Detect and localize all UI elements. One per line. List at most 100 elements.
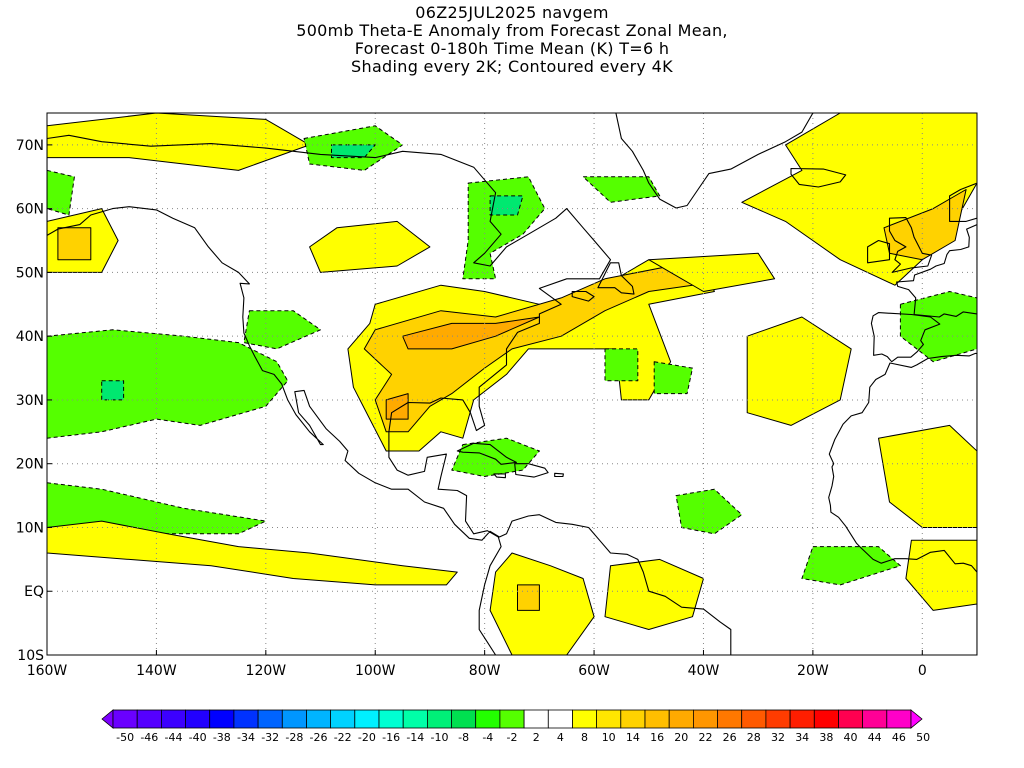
coastline-6 bbox=[896, 224, 977, 318]
lat-label: 40N bbox=[16, 329, 44, 345]
lat-label: 10N bbox=[16, 520, 44, 536]
anomaly-region-positive-20 bbox=[489, 552, 595, 655]
colorbar-swatch bbox=[620, 709, 646, 729]
colorbar-swatch bbox=[475, 709, 501, 729]
anomaly-region-negative-23 bbox=[675, 488, 743, 535]
colorbar-label: -14 bbox=[406, 731, 424, 744]
colorbar-label: -20 bbox=[358, 731, 376, 744]
coastline-8 bbox=[828, 352, 977, 655]
anomaly-region-positive-26 bbox=[746, 316, 852, 426]
title-line-3: Forecast 0-180h Time Mean (K) T=6 h bbox=[354, 39, 670, 58]
anomaly-region-positive-2 bbox=[57, 227, 92, 261]
colorbar-label: -8 bbox=[458, 731, 469, 744]
colorbar-swatch bbox=[886, 709, 912, 729]
anomaly-region-positive-10 bbox=[363, 265, 693, 433]
colorbar-swatch bbox=[378, 709, 404, 729]
colorbar-swatch bbox=[910, 709, 923, 729]
anomaly-region-positive-8 bbox=[309, 220, 431, 273]
anomaly-region-positive-31 bbox=[878, 424, 977, 528]
colorbar-swatch bbox=[101, 709, 114, 729]
colorbar-label: 28 bbox=[747, 731, 761, 744]
coastline-0 bbox=[47, 134, 732, 655]
colorbar-swatch bbox=[136, 709, 162, 729]
coastline-12 bbox=[554, 472, 564, 478]
coastline-7 bbox=[949, 182, 977, 222]
colorbar-swatch bbox=[185, 709, 211, 729]
anomaly-region-negative-14 bbox=[47, 329, 289, 439]
colorbar-swatch bbox=[209, 709, 235, 729]
map-frame bbox=[46, 112, 978, 656]
anomaly-region-negative-25 bbox=[653, 361, 693, 395]
colorbar-label: 44 bbox=[868, 731, 882, 744]
anomaly-region-negative-5 bbox=[331, 144, 376, 159]
colorbar-label: 8 bbox=[581, 731, 588, 744]
colorbar-swatch bbox=[426, 709, 452, 729]
colorbar-label: -22 bbox=[334, 731, 352, 744]
colorbar-swatch bbox=[789, 709, 815, 729]
colorbar-swatch bbox=[306, 709, 332, 729]
colorbar-swatch bbox=[451, 709, 477, 729]
colorbar-swatch bbox=[596, 709, 622, 729]
title-line-2: 500mb Theta-E Anomaly from Forecast Zona… bbox=[296, 21, 728, 40]
coastline-3 bbox=[888, 217, 933, 273]
coastline-13 bbox=[597, 262, 635, 295]
title-line-1: 06Z25JUL2025 navgem bbox=[415, 3, 609, 22]
colorbar-label: -32 bbox=[261, 731, 279, 744]
colorbar-swatch bbox=[717, 709, 743, 729]
colorbar-label: -2 bbox=[507, 731, 518, 744]
colorbar-swatch bbox=[547, 709, 573, 729]
anomaly-region-positive-13 bbox=[648, 252, 776, 292]
colorbar-label: -4 bbox=[482, 731, 493, 744]
coastline-14 bbox=[571, 290, 595, 302]
lon-label: 100W bbox=[355, 663, 396, 679]
anomaly-region-positive-0 bbox=[47, 113, 311, 171]
latitude-axis: 70N 60N 50N 40N 30N 20N 10N EQ 10S bbox=[16, 138, 52, 664]
coastline-1 bbox=[612, 113, 814, 209]
lon-label: 40W bbox=[688, 663, 720, 679]
lat-label: EQ bbox=[24, 584, 44, 600]
colorbar-label: 26 bbox=[723, 731, 737, 744]
anomaly-region-negative-7 bbox=[489, 195, 524, 216]
coastline-11 bbox=[493, 473, 506, 479]
colorbar-label: -28 bbox=[285, 731, 303, 744]
lat-label: 60N bbox=[16, 202, 44, 218]
coastline-2 bbox=[790, 167, 847, 188]
colorbar-swatch bbox=[257, 709, 283, 729]
lat-label: 70N bbox=[16, 138, 44, 154]
anomaly-region-positive-19 bbox=[47, 520, 458, 586]
colorbar-swatch bbox=[862, 709, 888, 729]
colorbar-swatch bbox=[644, 709, 670, 729]
colorbar-swatch bbox=[281, 709, 307, 729]
colorbar-swatch bbox=[741, 709, 767, 729]
lat-label: 20N bbox=[16, 457, 44, 473]
lon-label: 20W bbox=[797, 663, 829, 679]
colorbar-label: 14 bbox=[626, 731, 640, 744]
colorbar-swatch bbox=[160, 709, 186, 729]
colorbar-label: -16 bbox=[382, 731, 400, 744]
colorbar-swatch bbox=[402, 709, 428, 729]
colorbar-label: 16 bbox=[650, 731, 664, 744]
colorbar-label: 50 bbox=[916, 731, 930, 744]
lon-label: 120W bbox=[246, 663, 287, 679]
colorbar-label: 34 bbox=[795, 731, 809, 744]
coastlines bbox=[47, 113, 977, 655]
colorbar-label: -10 bbox=[431, 731, 449, 744]
colorbar-label: 22 bbox=[699, 731, 713, 744]
colorbar-swatch bbox=[523, 709, 549, 729]
colorbar-swatch bbox=[838, 709, 864, 729]
colorbar-swatch bbox=[499, 709, 525, 729]
coastline-5 bbox=[870, 312, 941, 363]
anomaly-region-negative-32 bbox=[801, 546, 901, 586]
anomaly-region-negative-24 bbox=[604, 348, 639, 382]
colorbar-label: -34 bbox=[237, 731, 255, 744]
lat-label: 50N bbox=[16, 265, 44, 281]
colorbar-label: 32 bbox=[771, 731, 785, 744]
colorbar-label: 46 bbox=[892, 731, 906, 744]
anomaly-region-negative-29 bbox=[582, 176, 661, 203]
anomaly-region-negative-16 bbox=[243, 310, 321, 350]
anomaly-region-negative-30 bbox=[899, 291, 977, 363]
colorbar-label: -50 bbox=[116, 731, 134, 744]
lat-label: 30N bbox=[16, 393, 44, 409]
colorbar-label: 10 bbox=[602, 731, 616, 744]
anomaly-region-positive-21 bbox=[517, 584, 540, 611]
